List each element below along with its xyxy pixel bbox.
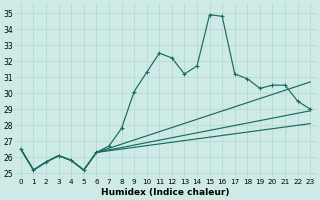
X-axis label: Humidex (Indice chaleur): Humidex (Indice chaleur) bbox=[101, 188, 230, 197]
